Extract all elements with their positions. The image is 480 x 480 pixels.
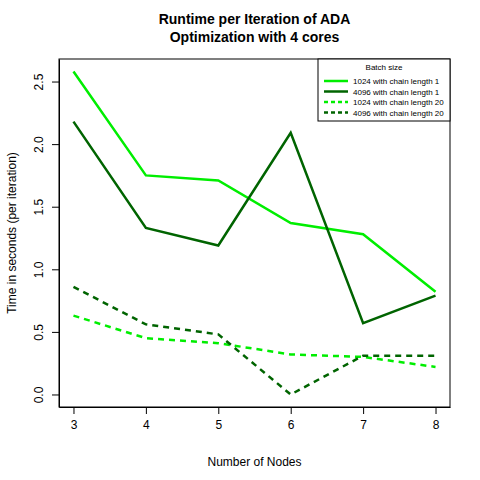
y-tick-mark bbox=[52, 394, 59, 395]
series-line bbox=[73, 122, 435, 324]
chart-svg: 3 4 5 6 7 8 0.0 0.5 1.0 1.5 2.0 2.5 Runtime per Iter… bbox=[0, 0, 480, 480]
y-tick: 2.0 bbox=[32, 136, 59, 153]
y-tick: 0.0 bbox=[32, 386, 59, 403]
y-tick-mark bbox=[52, 207, 59, 208]
x-tick-mark bbox=[291, 407, 292, 414]
y-tick: 1.0 bbox=[32, 261, 59, 278]
plot-frame bbox=[59, 59, 450, 407]
x-tick-label: 8 bbox=[433, 418, 440, 432]
chart-title: Runtime per Iteration of ADA bbox=[159, 11, 351, 27]
x-tick-label: 6 bbox=[288, 418, 295, 432]
x-tick: 3 bbox=[71, 407, 78, 432]
legend-label: 1024 with chain length 1 bbox=[353, 77, 440, 86]
y-tick-label: 2.5 bbox=[32, 73, 46, 90]
y-tick-label: 0.5 bbox=[32, 324, 46, 341]
y-tick-mark bbox=[52, 144, 59, 145]
y-axis-title: Time in seconds (per iteration) bbox=[5, 152, 19, 314]
legend-label: 4096 with chain length 1 bbox=[353, 88, 440, 97]
legend: Batch size 1024 with chain length 1 4096 w… bbox=[318, 59, 450, 121]
legend-box bbox=[318, 59, 450, 121]
x-axis-title: Number of Nodes bbox=[207, 455, 301, 469]
legend-swatch bbox=[324, 111, 348, 114]
y-axis: 0.0 0.5 1.0 1.5 2.0 2.5 bbox=[32, 60, 60, 408]
legend-swatch bbox=[324, 80, 348, 83]
x-tick: 6 bbox=[288, 407, 295, 432]
background bbox=[0, 0, 480, 480]
y-tick: 2.5 bbox=[32, 73, 59, 90]
chart-title: Optimization with 4 cores bbox=[170, 29, 340, 45]
y-tick-label: 1.0 bbox=[32, 261, 46, 278]
x-tick-mark bbox=[146, 407, 147, 414]
y-tick-mark bbox=[52, 332, 59, 333]
x-tick-mark bbox=[73, 407, 74, 414]
x-tick-label: 4 bbox=[143, 418, 150, 432]
y-tick: 0.5 bbox=[32, 324, 59, 341]
x-tick: 5 bbox=[215, 407, 222, 432]
y-tick-label: 0.0 bbox=[32, 386, 46, 403]
series-line bbox=[73, 287, 435, 395]
legend-swatch bbox=[324, 90, 348, 93]
x-tick-label: 3 bbox=[71, 418, 78, 432]
y-tick-label: 1.5 bbox=[32, 199, 46, 216]
x-tick: 8 bbox=[433, 407, 440, 432]
y-tick-mark bbox=[52, 82, 59, 83]
legend-swatch bbox=[324, 101, 348, 104]
series-line bbox=[73, 316, 435, 367]
y-tick-label: 2.0 bbox=[32, 136, 46, 153]
x-tick: 7 bbox=[360, 407, 367, 432]
x-tick-mark bbox=[436, 407, 437, 414]
legend-label: 1024 with chain length 20 bbox=[353, 98, 444, 107]
x-tick-label: 7 bbox=[360, 418, 367, 432]
x-tick-label: 5 bbox=[215, 418, 222, 432]
x-tick: 4 bbox=[143, 407, 150, 432]
x-tick-mark bbox=[218, 407, 219, 414]
legend-label: 4096 with chain length 20 bbox=[353, 109, 444, 118]
legend-title: Batch size bbox=[366, 63, 403, 72]
x-axis: 3 4 5 6 7 8 bbox=[60, 407, 451, 432]
y-tick-mark bbox=[52, 269, 59, 270]
x-tick-mark bbox=[363, 407, 364, 414]
y-tick: 1.5 bbox=[32, 199, 59, 216]
